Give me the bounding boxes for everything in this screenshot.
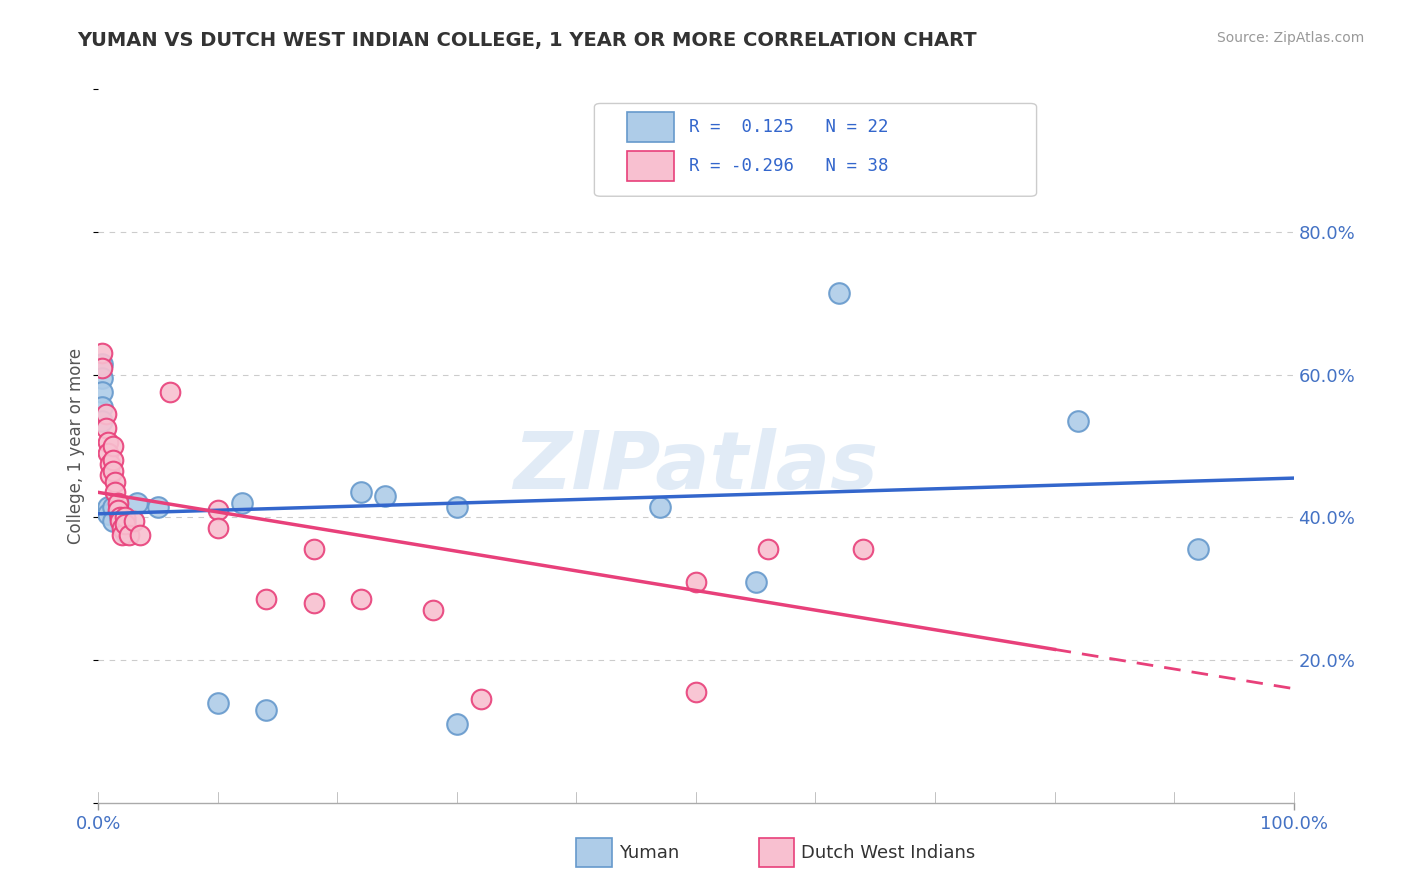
Y-axis label: College, 1 year or more: College, 1 year or more — [67, 348, 86, 544]
Point — [91, 346, 114, 360]
Point — [231, 496, 253, 510]
Text: R =  0.125   N = 22: R = 0.125 N = 22 — [689, 118, 889, 136]
Point — [111, 521, 134, 535]
Text: YUMAN VS DUTCH WEST INDIAN COLLEGE, 1 YEAR OR MORE CORRELATION CHART: YUMAN VS DUTCH WEST INDIAN COLLEGE, 1 YE… — [77, 31, 977, 50]
Point — [97, 446, 120, 460]
Text: Dutch West Indians: Dutch West Indians — [801, 844, 976, 862]
Point — [828, 285, 851, 300]
Point — [101, 439, 124, 453]
Text: ZIPatlas: ZIPatlas — [513, 428, 879, 507]
Point — [91, 414, 114, 428]
Point — [148, 500, 170, 514]
Point — [1067, 414, 1090, 428]
Text: Yuman: Yuman — [619, 844, 679, 862]
Point — [207, 696, 229, 710]
Point — [118, 528, 141, 542]
Point — [97, 507, 120, 521]
Point — [207, 521, 229, 535]
Point — [101, 453, 124, 467]
Text: R = -0.296   N = 38: R = -0.296 N = 38 — [689, 157, 889, 175]
Point — [104, 475, 127, 489]
Point — [91, 360, 114, 375]
Point — [97, 500, 120, 514]
Point — [1187, 542, 1209, 557]
Point — [101, 464, 124, 478]
FancyBboxPatch shape — [595, 103, 1036, 196]
Point — [91, 385, 114, 400]
Point — [852, 542, 875, 557]
Point — [350, 592, 373, 607]
Point — [470, 692, 492, 706]
Point — [685, 574, 707, 589]
Point — [302, 596, 325, 610]
Text: Source: ZipAtlas.com: Source: ZipAtlas.com — [1216, 31, 1364, 45]
Point — [107, 496, 129, 510]
Point — [101, 514, 124, 528]
Point — [374, 489, 396, 503]
Point — [129, 528, 152, 542]
Point — [350, 485, 373, 500]
Point — [101, 500, 124, 514]
Point — [125, 496, 148, 510]
Point — [159, 385, 181, 400]
Point — [207, 503, 229, 517]
Point — [756, 542, 779, 557]
Point — [422, 603, 444, 617]
Point — [114, 510, 136, 524]
Point — [94, 407, 117, 421]
Point — [108, 514, 131, 528]
Point — [685, 685, 707, 699]
Point — [91, 371, 114, 385]
Point — [254, 703, 277, 717]
Point — [302, 542, 325, 557]
Point — [108, 510, 131, 524]
Point — [107, 503, 129, 517]
Point — [114, 524, 136, 539]
Point — [114, 514, 136, 528]
Point — [104, 485, 127, 500]
Point — [98, 457, 122, 471]
Point — [94, 421, 117, 435]
Point — [98, 467, 122, 482]
Point — [91, 357, 114, 371]
FancyBboxPatch shape — [627, 151, 675, 180]
Point — [124, 514, 146, 528]
Point — [745, 574, 768, 589]
Point — [648, 500, 672, 514]
Point — [91, 400, 114, 414]
Point — [446, 500, 468, 514]
Point — [254, 592, 277, 607]
Point — [111, 528, 134, 542]
FancyBboxPatch shape — [627, 112, 675, 142]
Point — [108, 510, 131, 524]
Point — [97, 435, 120, 450]
Point — [114, 517, 136, 532]
Point — [446, 717, 468, 731]
